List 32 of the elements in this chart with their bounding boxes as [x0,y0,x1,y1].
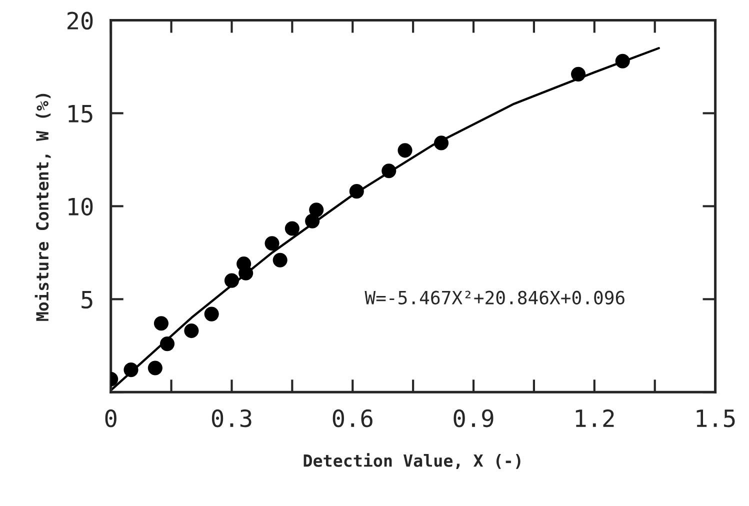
point [184,324,199,338]
x-axis-title: Detection Value, X (-) [304,453,520,470]
x-tick-label: 0.3 [212,409,252,428]
point [238,266,254,280]
y-tick-label: 5 [82,290,92,309]
x-tick-label: 0.6 [332,409,372,428]
y-tick-label: 15 [68,105,92,123]
point [615,54,630,68]
point [124,362,138,378]
point [160,336,175,352]
point [349,184,364,199]
point [272,252,288,268]
point [224,273,240,288]
point [382,164,396,178]
x-tick-label: 1.5 [696,410,735,428]
y-axis-title: Moisture Content, W (%) [34,94,51,321]
point [571,66,586,82]
y-tick-label: 20 [68,12,93,30]
point [264,236,280,251]
line-series [110,47,660,392]
point [309,202,324,218]
point [204,306,219,322]
x-tick-label: 0.9 [454,409,494,428]
point [154,316,169,331]
point [434,136,449,150]
point [398,143,412,158]
annotation: W=-5.467X²+20.846X+0.096 [364,290,624,304]
point [284,221,300,236]
y-tick-label: 10 [68,198,93,216]
x-tick-label: 1.2 [576,409,614,427]
point [148,360,162,376]
x-tick-label: 0 [105,409,116,428]
